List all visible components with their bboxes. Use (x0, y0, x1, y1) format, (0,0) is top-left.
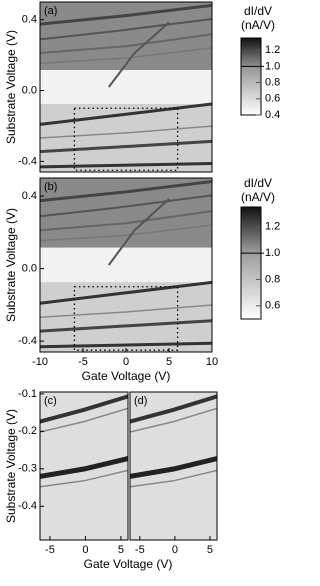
x-tick-label: -5 (78, 356, 88, 368)
feature (40, 33, 212, 54)
feature (130, 469, 217, 488)
y-tick-label: -0.3 (18, 463, 37, 475)
y-tick-label: -0.4 (18, 335, 37, 347)
colorbar-title: (nA/V) (241, 190, 275, 204)
y-axis-label: Substrate Voltage (V) (4, 30, 18, 144)
feature (40, 407, 128, 433)
feature (40, 18, 212, 41)
feature (40, 180, 212, 203)
feature (40, 304, 212, 318)
feature (40, 224, 212, 242)
heatmap-bg (40, 392, 128, 540)
feature (40, 139, 212, 154)
y-tick-label: -0.4 (18, 155, 37, 167)
x-axis-label: Gate Voltage (V) (82, 369, 171, 383)
x-tick-label: 5 (166, 356, 172, 368)
feature (40, 341, 212, 349)
panel-label: (d) (134, 395, 147, 407)
feature (130, 456, 217, 479)
colorbar (240, 206, 262, 320)
y-tick-label: -0.4 (18, 500, 37, 512)
colorbar-title: dI/dV (244, 176, 272, 190)
colorbar-tick-label: 1.0 (265, 60, 280, 72)
heatmap (40, 392, 128, 540)
y-tick-label: 0.0 (22, 84, 37, 96)
frame (129, 391, 218, 541)
feature (40, 280, 212, 305)
colorbar-tick-label: 0.6 (265, 300, 280, 312)
x-tick-label: -5 (45, 544, 55, 556)
feature (40, 194, 212, 218)
colorbar-title: dI/dV (244, 4, 272, 18)
feature (40, 456, 128, 479)
y-axis-label: Substrate Voltage (V) (4, 409, 18, 523)
panel-label: (b) (44, 181, 57, 193)
feature (40, 125, 212, 139)
x-tick-label: -5 (135, 544, 145, 556)
feature (40, 3, 212, 26)
feature (130, 407, 217, 433)
feature (40, 469, 128, 488)
colorbar-tick-label: 1.2 (265, 221, 280, 233)
feature (107, 198, 170, 266)
y-tick-label: 0.4 (22, 14, 37, 26)
y-axis-label: Substrate Voltage (V) (4, 208, 18, 322)
colorbar-tick-label: 0.8 (265, 76, 280, 88)
colorbar-tick-label: 1.0 (265, 247, 280, 259)
colorbar-title: (nA/V) (241, 18, 275, 32)
colorbar-tick-label: 0.8 (265, 273, 280, 285)
zoom-box (73, 286, 179, 351)
panel-label: (c) (44, 395, 57, 407)
x-tick-label: 0 (172, 544, 178, 556)
heatmap (40, 178, 212, 352)
x-tick-label: 0 (123, 356, 129, 368)
colorbar-tick-label: 0.4 (265, 109, 280, 121)
heatmap (130, 392, 217, 540)
heatmap (40, 2, 212, 172)
heatmap-band (40, 247, 212, 283)
feature (40, 394, 128, 424)
panel-label: (a) (44, 5, 57, 17)
feature (40, 319, 212, 333)
frame (39, 1, 213, 173)
heatmap-bg (130, 392, 217, 540)
colorbar-tick-label: 1.2 (265, 44, 280, 56)
x-tick-label: -10 (32, 356, 48, 368)
y-tick-label: 0.4 (22, 190, 37, 202)
feature (40, 102, 212, 126)
x-tick-label: 0 (82, 544, 88, 556)
feature (130, 394, 217, 424)
feature (40, 162, 212, 169)
y-tick-label: -0.1 (18, 388, 37, 400)
x-tick-label: 5 (207, 544, 213, 556)
y-tick-label: 0.0 (22, 263, 37, 275)
zoom-box (73, 107, 179, 171)
x-axis-label: Gate Voltage (V) (84, 557, 173, 571)
x-tick-label: 5 (118, 544, 124, 556)
colorbar-tick-label: 0.6 (265, 93, 280, 105)
feature (40, 210, 212, 232)
frame (39, 391, 129, 541)
feature (40, 47, 212, 64)
colorbar (240, 37, 262, 116)
heatmap-band (40, 70, 212, 104)
x-tick-label: 10 (206, 356, 218, 368)
feature (108, 21, 170, 88)
y-tick-label: -0.2 (18, 425, 37, 437)
